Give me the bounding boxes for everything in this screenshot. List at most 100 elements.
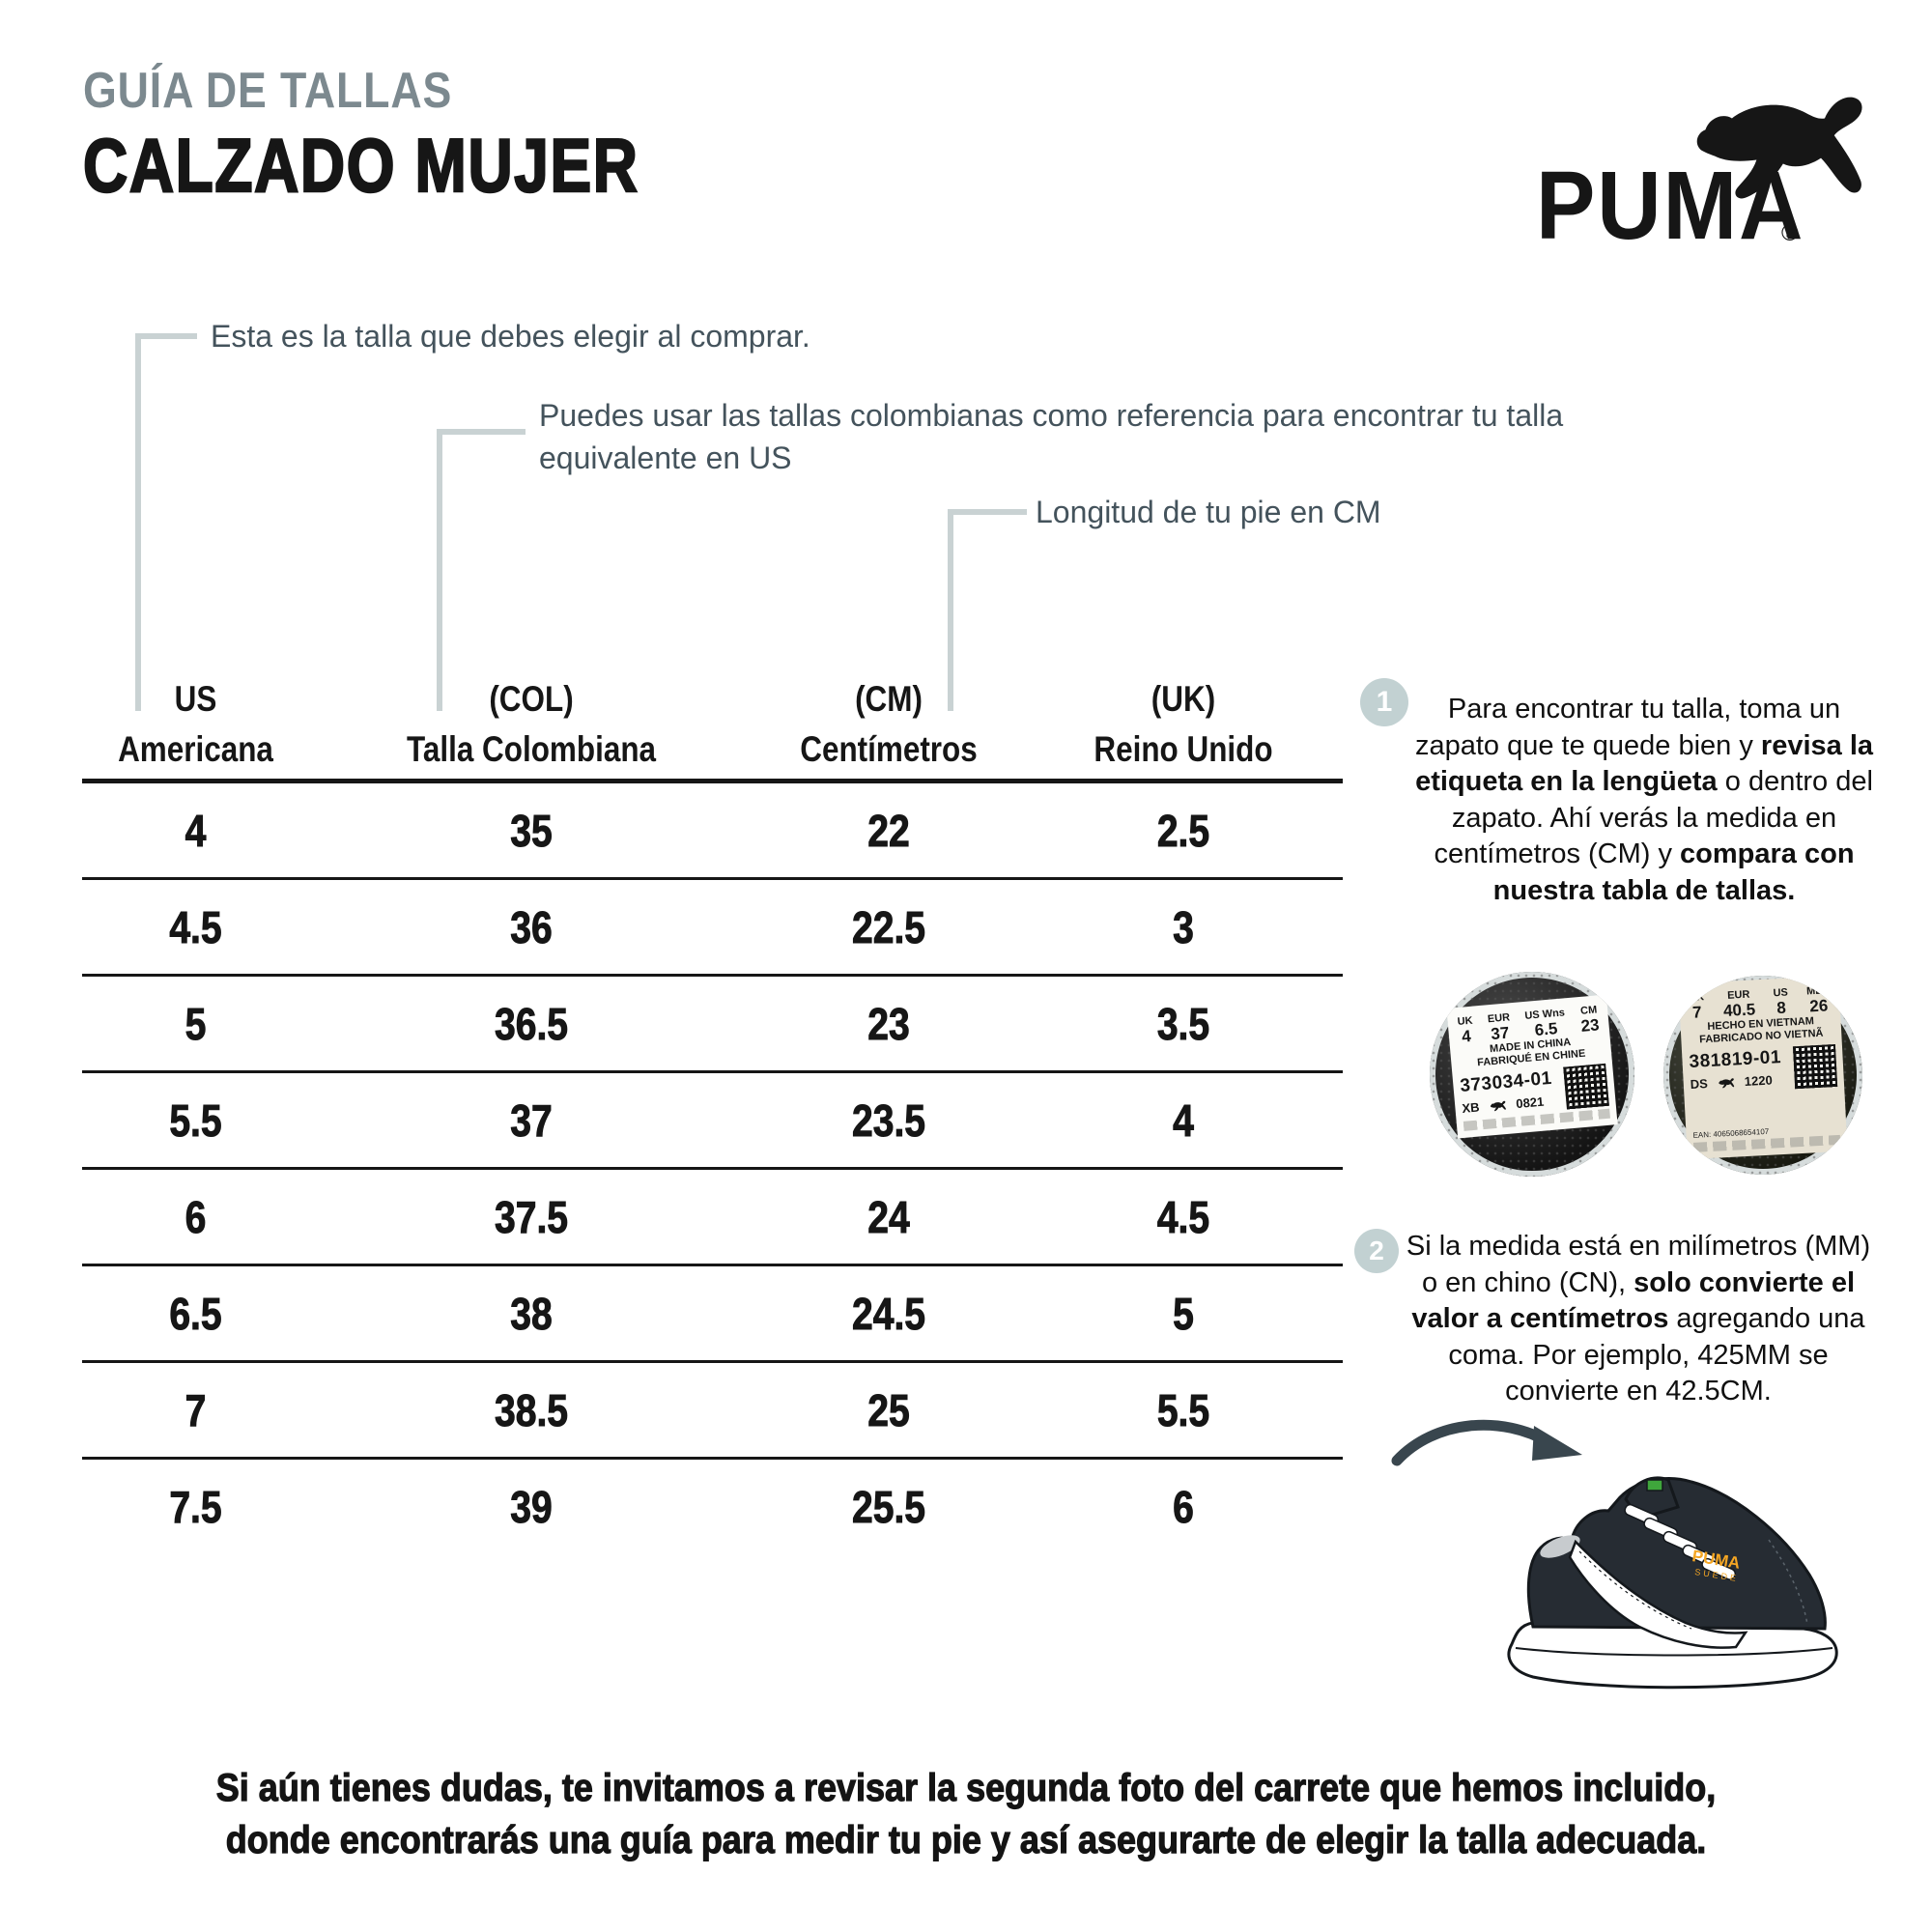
- text-segment: agregando una coma. Por ejemplo, 425MM s…: [1448, 1303, 1865, 1406]
- footer-line2: donde encontrarás una guía para medir tu…: [225, 1818, 1707, 1861]
- connector-us-horizontal: [135, 333, 197, 339]
- size-cell: 25.5: [851, 1481, 926, 1532]
- label-size-column: EUR 37: [1487, 1011, 1512, 1043]
- puma-wordmark: PUMA: [1536, 152, 1804, 256]
- column-code: US: [174, 679, 217, 719]
- size-cell: 24.5: [851, 1288, 926, 1339]
- guide-subtitle: GUÍA DE TALLAS: [83, 63, 453, 119]
- puma-cat-icon: [1490, 1099, 1507, 1111]
- size-table: US Americana (COL) Talla Colombiana (CM)…: [82, 674, 1343, 1553]
- connector-cm-horizontal: [948, 509, 1027, 515]
- size-cell: 38: [510, 1288, 553, 1339]
- label-size-value: 26: [1808, 996, 1829, 1016]
- annotation-col-line1: Puedes usar las tallas colombianas como …: [539, 398, 1564, 433]
- annotation-col: Puedes usar las tallas colombianas como …: [539, 394, 1563, 479]
- table-row: 7 38.5 25 5.5: [82, 1363, 1343, 1460]
- size-cell: 5.5: [169, 1094, 222, 1146]
- table-row: 5 36.5 23 3.5: [82, 977, 1343, 1073]
- size-cell: 5: [1173, 1288, 1195, 1339]
- size-cell: 2.5: [1156, 805, 1210, 856]
- text-segment: Si la medida está en milímetros (MM) o e…: [1406, 1231, 1871, 1298]
- column-name: Americana: [118, 729, 273, 769]
- size-table-header: US Americana (COL) Talla Colombiana (CM)…: [82, 674, 1343, 775]
- footer-line1: Si aún tienes dudas, te invitamos a revi…: [215, 1766, 1717, 1809]
- label-qr-code: [1563, 1063, 1609, 1110]
- size-cell: 39: [510, 1481, 553, 1532]
- size-cell: 22: [867, 805, 910, 856]
- label-region: UK: [1688, 990, 1705, 1004]
- size-cell: 4.5: [169, 901, 222, 952]
- shoe-tongue-label: UK 4 EUR 37 US Wns 6.5 CM 23 MADE IN CHINA FABRIQ…: [1446, 994, 1618, 1138]
- label-code-left: DS: [1690, 1075, 1709, 1092]
- size-cell: 36: [510, 901, 553, 952]
- text-segment: o dentro del zapato. Ahí verás la medida…: [1434, 766, 1873, 869]
- step-1-badge: 1: [1360, 678, 1408, 726]
- text-segment: solo convierte el valor a centímetros: [1411, 1266, 1856, 1335]
- label-code-left: XB: [1461, 1098, 1481, 1116]
- table-row: 6 37.5 24 4.5: [82, 1170, 1343, 1266]
- label-code-right: 0821: [1515, 1094, 1545, 1111]
- label-sku: 373034-01: [1459, 1067, 1553, 1096]
- size-cell: 38.5: [494, 1384, 569, 1435]
- column-code: (CM): [855, 679, 923, 719]
- puma-cat-icon: [1719, 1077, 1735, 1088]
- label-size-column: MEX 26: [1806, 984, 1831, 1015]
- shoe-tongue-label: UK 7 EUR 40.5 US 8 MEX 26 HECHO EN VIETNAM FABRIC…: [1678, 976, 1848, 1159]
- step-1-text: Para encontrar tu talla, toma un zapato …: [1403, 692, 1886, 909]
- size-cell: 36.5: [494, 998, 569, 1049]
- size-cell: 23.5: [851, 1094, 926, 1146]
- size-cell: 7.5: [169, 1481, 222, 1532]
- table-row: 5.5 37 23.5 4: [82, 1073, 1343, 1170]
- label-code-right: 1220: [1744, 1072, 1774, 1089]
- size-cell: 24: [867, 1191, 910, 1242]
- size-cell: 6.5: [169, 1288, 222, 1339]
- text-segment: revisa la etiqueta en la lengüeta: [1415, 729, 1874, 798]
- table-row: 6.5 38 24.5 5: [82, 1266, 1343, 1363]
- table-row: 4.5 36 22.5 3: [82, 880, 1343, 977]
- text-segment: compara con nuestra tabla de tallas.: [1492, 838, 1855, 906]
- connector-us-vertical: [135, 333, 141, 711]
- size-cell: 22.5: [851, 901, 926, 952]
- label-codes: DS 1220: [1690, 1072, 1782, 1092]
- connector-col-horizontal: [437, 429, 526, 435]
- annotation-col-line2: equivalente en US: [539, 440, 792, 475]
- label-size-value: 7: [1691, 1003, 1703, 1022]
- size-cell: 23: [867, 998, 910, 1049]
- column-name: Talla Colombiana: [406, 729, 657, 769]
- label-region: UK: [1457, 1014, 1474, 1028]
- text-segment: Para encontrar tu talla, toma un zapato …: [1414, 694, 1841, 761]
- puma-suede-shoe-illustration: PUMA SUEDE: [1507, 1476, 1838, 1690]
- size-cell: 6: [1173, 1481, 1195, 1532]
- size-cell: 5: [185, 998, 207, 1049]
- size-cell: 37: [510, 1094, 553, 1146]
- label-region: CM: [1579, 1003, 1598, 1017]
- footer-note: Si aún tienes dudas, te invitamos a revi…: [97, 1762, 1835, 1866]
- label-size-value: 8: [1776, 998, 1787, 1017]
- tongue-tag: [1646, 1479, 1663, 1492]
- header-divider: [82, 779, 1343, 783]
- size-cell: 3: [1173, 901, 1195, 952]
- page-title: CALZADO MUJER: [82, 122, 639, 210]
- size-cell: 4: [185, 805, 207, 856]
- size-cell: 7: [185, 1384, 207, 1435]
- size-cell: 3.5: [1156, 998, 1210, 1049]
- column-name: Centímetros: [800, 729, 978, 769]
- shoe-label-photo-china: UK 4 EUR 37 US Wns 6.5 CM 23 MADE IN CHINA FABRIQ…: [1430, 972, 1634, 1177]
- size-cell: 4: [1173, 1094, 1195, 1146]
- column-code: (UK): [1151, 679, 1216, 719]
- size-cell: 37.5: [494, 1191, 569, 1242]
- label-size-column: US 8: [1773, 986, 1789, 1017]
- column-code: (COL): [489, 679, 574, 719]
- connector-cm-vertical: [948, 509, 953, 711]
- label-size-value: 37: [1490, 1022, 1511, 1043]
- label-size-value: 4: [1461, 1026, 1472, 1046]
- arrow-to-tongue-icon: [1391, 1419, 1582, 1466]
- shoe-label-photo-vietnam: UK 7 EUR 40.5 US 8 MEX 26 HECHO EN VIETNAM FABRIC…: [1663, 976, 1862, 1175]
- column-header-uk: (UK) Reino Unido: [1024, 674, 1343, 775]
- table-row: 4 35 22 2.5: [82, 783, 1343, 880]
- size-cell: 35: [510, 805, 553, 856]
- annotation-cm: Longitud de tu pie en CM: [1036, 495, 1381, 529]
- puma-logo: PUMA ®: [1536, 97, 1862, 256]
- size-cell: 25: [867, 1384, 910, 1435]
